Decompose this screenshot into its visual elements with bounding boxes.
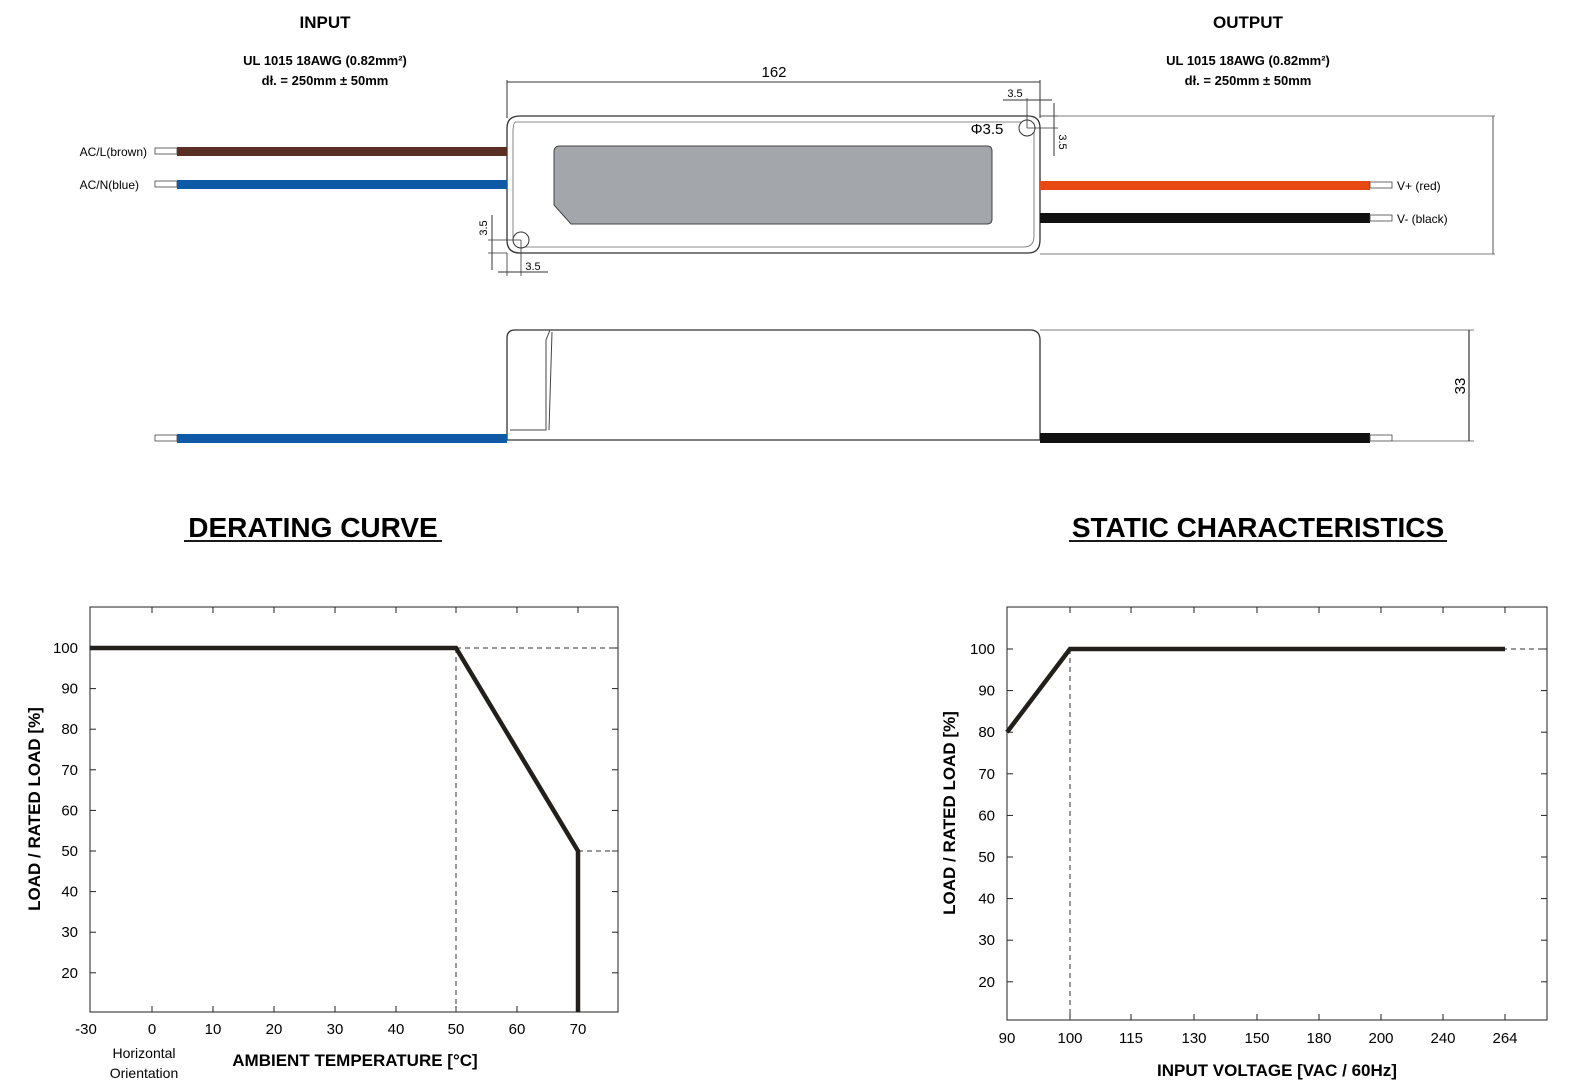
wire-neg-label: V- (black) <box>1397 212 1448 226</box>
y-tick-label: 60 <box>61 802 78 819</box>
enclosure-side <box>506 329 1041 441</box>
offset-dimension: 3.5 <box>478 220 490 235</box>
x-tick-label: 200 <box>1368 1030 1393 1047</box>
y-tick-label: 80 <box>61 721 78 738</box>
label-panel <box>553 145 993 225</box>
y-tick-label: 50 <box>61 843 78 860</box>
y-tick-label: 90 <box>61 681 78 698</box>
x-tick-label: 40 <box>388 1021 405 1038</box>
x-tick-label: 180 <box>1306 1030 1331 1047</box>
orientation-note-line2: Orientation <box>110 1065 178 1081</box>
wire-tip <box>154 180 178 188</box>
offset-dimension: 3.5 <box>1056 134 1068 149</box>
input-cable-spec: UL 1015 18AWG (0.82mm²) <box>243 53 407 68</box>
wire-l-label: AC/L(brown) <box>80 145 147 159</box>
series <box>90 645 618 1012</box>
y-tick-label: 40 <box>978 891 995 908</box>
enclosure-side-edge <box>510 329 551 431</box>
x-axis: 90 100 115 130 150 180 200 240 264 <box>999 607 1518 1047</box>
x-axis-label: AMBIENT TEMPERATURE [°C] <box>232 1051 477 1070</box>
x-tick-label: 264 <box>1492 1030 1517 1047</box>
x-tick-label: 100 <box>1057 1030 1082 1047</box>
y-tick-label: 30 <box>978 932 995 949</box>
black-wire-side <box>1040 433 1370 443</box>
output-title: OUTPUT <box>1213 13 1284 32</box>
wire-tip <box>154 147 178 155</box>
y-axis-label: LOAD / RATED LOAD [%] <box>940 711 959 915</box>
static-characteristics-chart: STATIC CHARACTERISTICS 20 30 40 50 60 70 80 90 1… <box>940 512 1548 1080</box>
height-dimension: 33 <box>1452 378 1469 395</box>
y-tick-label: 100 <box>53 640 78 657</box>
x-tick-label: 10 <box>205 1021 222 1038</box>
blue-wire-side <box>177 434 507 443</box>
x-tick-label: 0 <box>148 1021 156 1038</box>
wire-tip <box>1369 214 1393 222</box>
y-tick-label: 60 <box>978 807 995 824</box>
y-tick-label: 50 <box>978 849 995 866</box>
y-axis: 20 30 40 50 60 70 80 90 100 <box>53 640 618 982</box>
side-view-drawing: 33 <box>154 329 1474 443</box>
chart-title: DERATING CURVE <box>188 512 437 543</box>
black-wire <box>1040 213 1370 223</box>
x-tick-label: 115 <box>1119 1030 1143 1047</box>
chart-title: STATIC CHARACTERISTICS <box>1072 512 1444 543</box>
offset-dimension: 3.5 <box>525 261 540 273</box>
x-tick-label: 130 <box>1181 1030 1206 1047</box>
y-tick-label: 100 <box>970 641 995 658</box>
x-axis: -30 0 10 20 30 40 50 60 70 <box>75 607 586 1038</box>
red-wire <box>1040 181 1370 190</box>
x-tick-label: 150 <box>1244 1030 1269 1047</box>
wire-tip <box>154 434 178 442</box>
series-line <box>1005 646 1505 734</box>
y-tick-label: 20 <box>61 965 78 982</box>
offset-dimension: 3.5 <box>1007 88 1022 100</box>
enclosure-side-edge <box>548 331 553 431</box>
input-title: INPUT <box>300 13 352 32</box>
x-tick-label: 90 <box>999 1030 1016 1047</box>
top-view-drawing: INPUT UL 1015 18AWG (0.82mm²) dł. = 250m… <box>80 13 1495 276</box>
plot-area <box>1006 606 1548 1021</box>
input-cable-length: dł. = 250mm ± 50mm <box>262 73 389 88</box>
blue-wire <box>177 180 507 189</box>
y-tick-label: 70 <box>978 766 995 783</box>
output-cable-length: dł. = 250mm ± 50mm <box>1185 73 1312 88</box>
wire-pos-label: V+ (red) <box>1397 179 1441 193</box>
y-tick-label: 80 <box>978 724 995 741</box>
length-dimension: 162 <box>761 64 786 81</box>
hole-diameter: Φ3.5 <box>971 121 1004 138</box>
wire-tip <box>1369 181 1393 189</box>
y-tick-label: 40 <box>61 884 78 901</box>
x-axis-label: INPUT VOLTAGE [VAC / 60Hz] <box>1157 1061 1397 1080</box>
y-tick-label: 70 <box>61 762 78 779</box>
output-cable-spec: UL 1015 18AWG (0.82mm²) <box>1166 53 1330 68</box>
derating-chart: DERATING CURVE 20 30 40 50 60 70 80 90 100 -30 0 1… <box>25 512 619 1081</box>
x-tick-label: 240 <box>1430 1030 1455 1047</box>
x-tick-label: 30 <box>327 1021 344 1038</box>
y-tick-label: 90 <box>978 683 995 700</box>
y-axis-label: LOAD / RATED LOAD [%] <box>25 707 44 911</box>
x-tick-label: -30 <box>75 1021 97 1038</box>
x-tick-label: 70 <box>570 1021 587 1038</box>
x-tick-label: 50 <box>448 1021 465 1038</box>
brown-wire <box>177 147 507 156</box>
y-tick-label: 30 <box>61 924 78 941</box>
wire-tip <box>1369 434 1393 442</box>
series <box>1005 646 1547 1020</box>
wire-n-label: AC/N(blue) <box>80 178 139 192</box>
x-tick-label: 20 <box>266 1021 283 1038</box>
series-line <box>90 645 581 1012</box>
x-tick-label: 60 <box>509 1021 526 1038</box>
y-tick-label: 20 <box>978 974 995 991</box>
y-axis: 20 30 40 50 60 70 80 90 100 <box>970 641 1547 991</box>
orientation-note-line1: Horizontal <box>112 1045 175 1061</box>
plot-area <box>89 606 619 1013</box>
